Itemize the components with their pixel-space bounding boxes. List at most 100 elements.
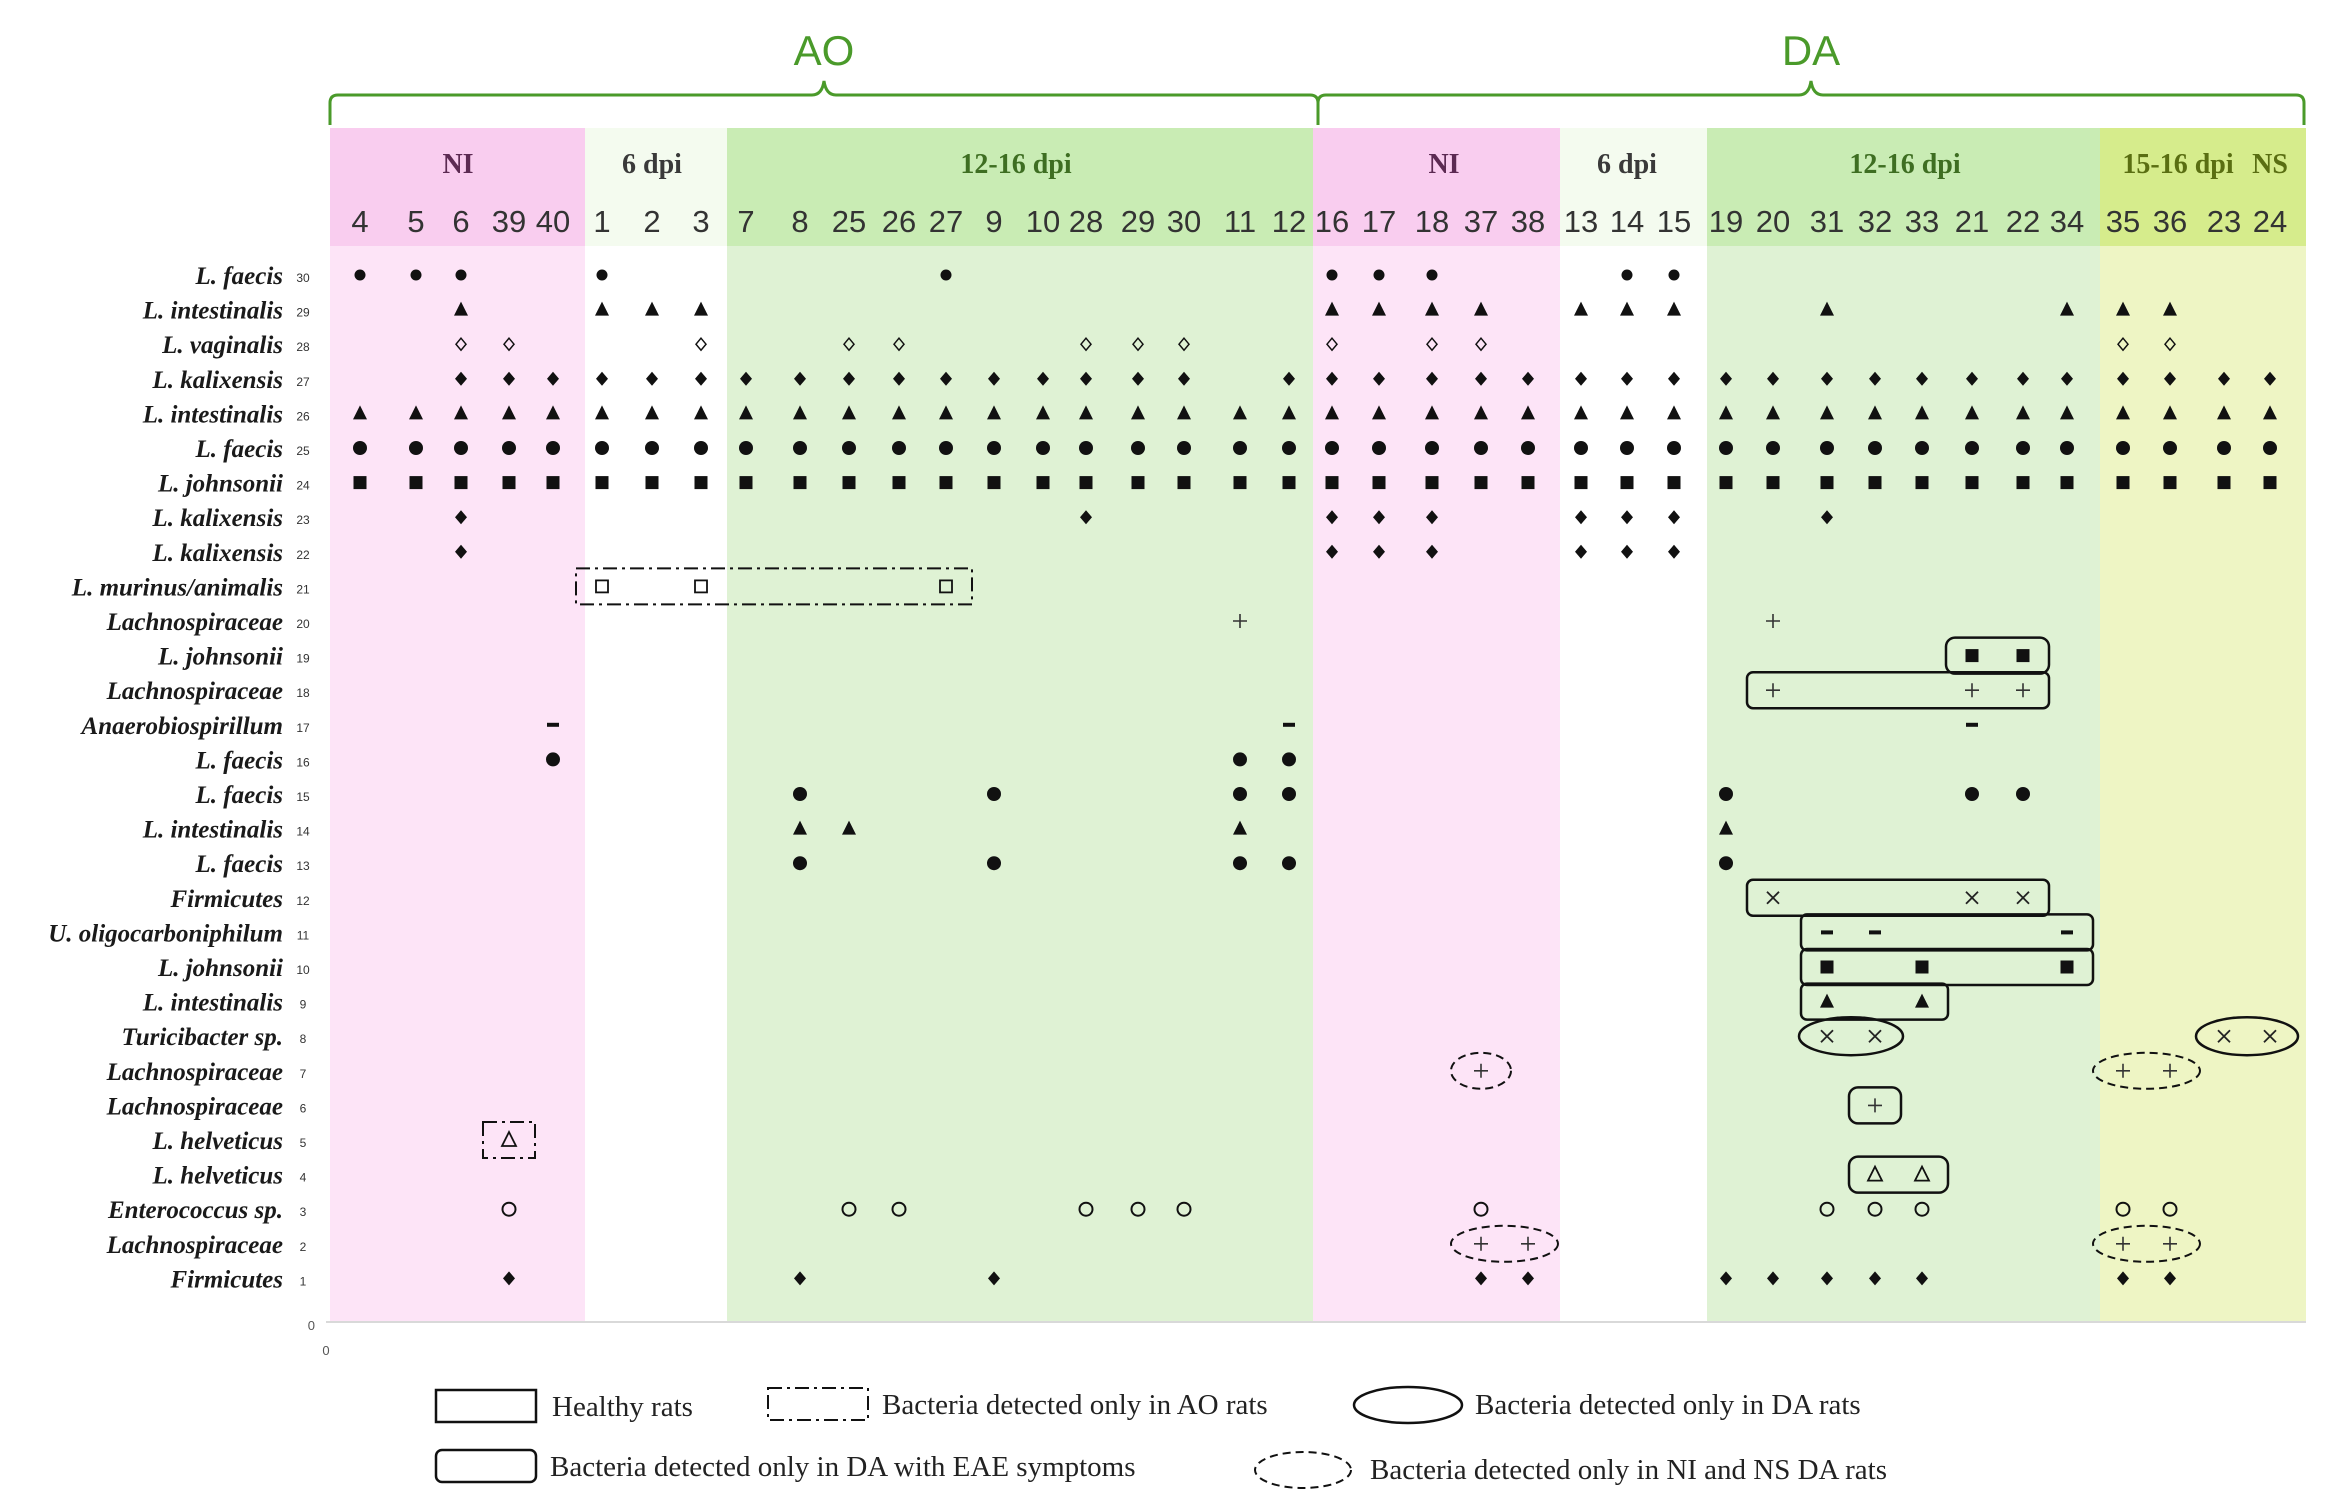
marker-cross — [2217, 1029, 2231, 1043]
legend: Healthy rats Bacteria detected only in AO… — [434, 1385, 1887, 1489]
annotation-dashdot-rect — [575, 567, 973, 606]
marker-diamond — [2218, 371, 2230, 386]
row-number: 15 — [296, 790, 310, 804]
marker-circle-open — [1867, 1201, 1883, 1217]
marker-square — [2016, 476, 2030, 490]
annotation-dashed-ellipse — [2092, 1224, 2201, 1263]
row-number: 11 — [297, 928, 310, 942]
marker-triangle — [1667, 405, 1681, 420]
marker-square — [645, 476, 659, 490]
legend-swatch-ellipse — [1352, 1385, 1464, 1425]
marker-diamond — [1326, 510, 1338, 525]
row-number: 22 — [296, 548, 310, 562]
section-label: 12-16 dpi — [960, 149, 1071, 180]
marker-circle — [353, 441, 367, 455]
marker-circle-sm — [1668, 269, 1680, 281]
marker-triangle — [2116, 405, 2130, 420]
section-header-bg — [1707, 128, 2100, 246]
annotation-rounded-rect — [1847, 1155, 1950, 1194]
marker-triangle — [2016, 405, 2030, 420]
column-label: 16 — [1315, 204, 1349, 239]
marker-plus — [1766, 683, 1780, 698]
marker-triangle — [2263, 405, 2277, 420]
marker-diamond — [455, 371, 467, 386]
row-number: 27 — [296, 375, 310, 389]
marker-square — [892, 476, 906, 490]
marker-triangle — [1036, 405, 1050, 420]
marker-triangle — [1766, 405, 1780, 420]
marker-square — [939, 476, 953, 490]
column-headers: NI 6 dpi 12-16 dpi NI 6 dpi 12-16 dpi 15-16 dp… — [351, 149, 2288, 239]
marker-triangle — [793, 405, 807, 420]
marker-square — [694, 476, 708, 490]
marker-circle — [1667, 441, 1681, 455]
marker-square — [1177, 476, 1191, 490]
marker-diamond — [740, 371, 752, 386]
marker-dash — [1966, 722, 1978, 727]
marker-square — [739, 476, 753, 490]
marker-square — [987, 476, 1001, 490]
marker-diamond — [1767, 1271, 1779, 1286]
annotation-rounded-rect — [1847, 1086, 1903, 1125]
section-bg — [585, 128, 727, 1322]
marker-triangle — [454, 405, 468, 420]
marker-cross — [1965, 891, 1979, 905]
marker-plus — [1521, 1236, 1535, 1251]
marker-circle — [1474, 441, 1488, 455]
row-label: L. faecis — [195, 436, 283, 463]
annotation-rect — [1799, 913, 2095, 952]
row-label: L. kalixensis — [151, 540, 283, 567]
marker-circle — [1820, 441, 1834, 455]
marker-triangle — [1667, 301, 1681, 316]
marker-circle — [2163, 441, 2177, 455]
marker-circle — [694, 441, 708, 455]
legend-label: Bacteria detected only in DA rats — [1475, 1389, 1861, 1421]
row-number: 19 — [296, 652, 310, 666]
marker-circle — [1521, 441, 1535, 455]
row-label: Lachnospiraceae — [106, 1232, 283, 1259]
column-label: 22 — [2006, 204, 2040, 239]
marker-circle-open — [1078, 1201, 1094, 1217]
marker-triangle — [1325, 301, 1339, 316]
marker-square — [595, 476, 609, 490]
column-label: 19 — [1709, 204, 1743, 239]
x-zero-label: 0 — [322, 1343, 329, 1358]
marker-dash — [2061, 930, 2073, 935]
marker-square — [1868, 476, 1882, 490]
marker-square-open — [595, 579, 609, 594]
column-label: 2 — [643, 204, 660, 239]
row-label: Turicibacter sp. — [121, 1024, 283, 1051]
column-label: 4 — [351, 204, 368, 239]
column-label: 17 — [1362, 204, 1396, 239]
group-braces: AO DA — [328, 27, 2306, 125]
marker-triangle — [645, 405, 659, 420]
section-header-bg — [1313, 128, 1560, 246]
section-header-bg — [727, 128, 1313, 246]
row-number: 14 — [296, 825, 310, 839]
marker-diamond — [1821, 510, 1833, 525]
marker-circle — [1282, 856, 1296, 871]
marker-diamond — [1132, 371, 1144, 386]
marker-diamond — [988, 1271, 1000, 1286]
marker-circle — [1719, 441, 1733, 455]
marker-diamond — [940, 371, 952, 386]
marker-diamond — [1426, 544, 1438, 559]
marker-plus — [2016, 683, 2030, 698]
marker-triangle — [1233, 405, 1247, 420]
marker-square — [2060, 476, 2074, 490]
marker-circle — [939, 441, 953, 455]
row-label: L. faecis — [195, 747, 283, 774]
column-label: 6 — [452, 204, 469, 239]
marker-triangle — [892, 405, 906, 420]
marker-triangle — [1820, 301, 1834, 316]
marker-diamond — [1080, 371, 1092, 386]
marker-square — [546, 476, 560, 490]
row-label: L. helveticus — [151, 1163, 283, 1190]
marker-diamond-open — [1426, 337, 1438, 352]
marker-dash — [1869, 930, 1881, 935]
column-label: 26 — [882, 204, 916, 239]
marker-circle-sm — [354, 269, 366, 281]
row-label: L. faecis — [195, 782, 283, 809]
row-number: 4 — [300, 1171, 307, 1185]
group-da-brace — [1316, 80, 2306, 125]
